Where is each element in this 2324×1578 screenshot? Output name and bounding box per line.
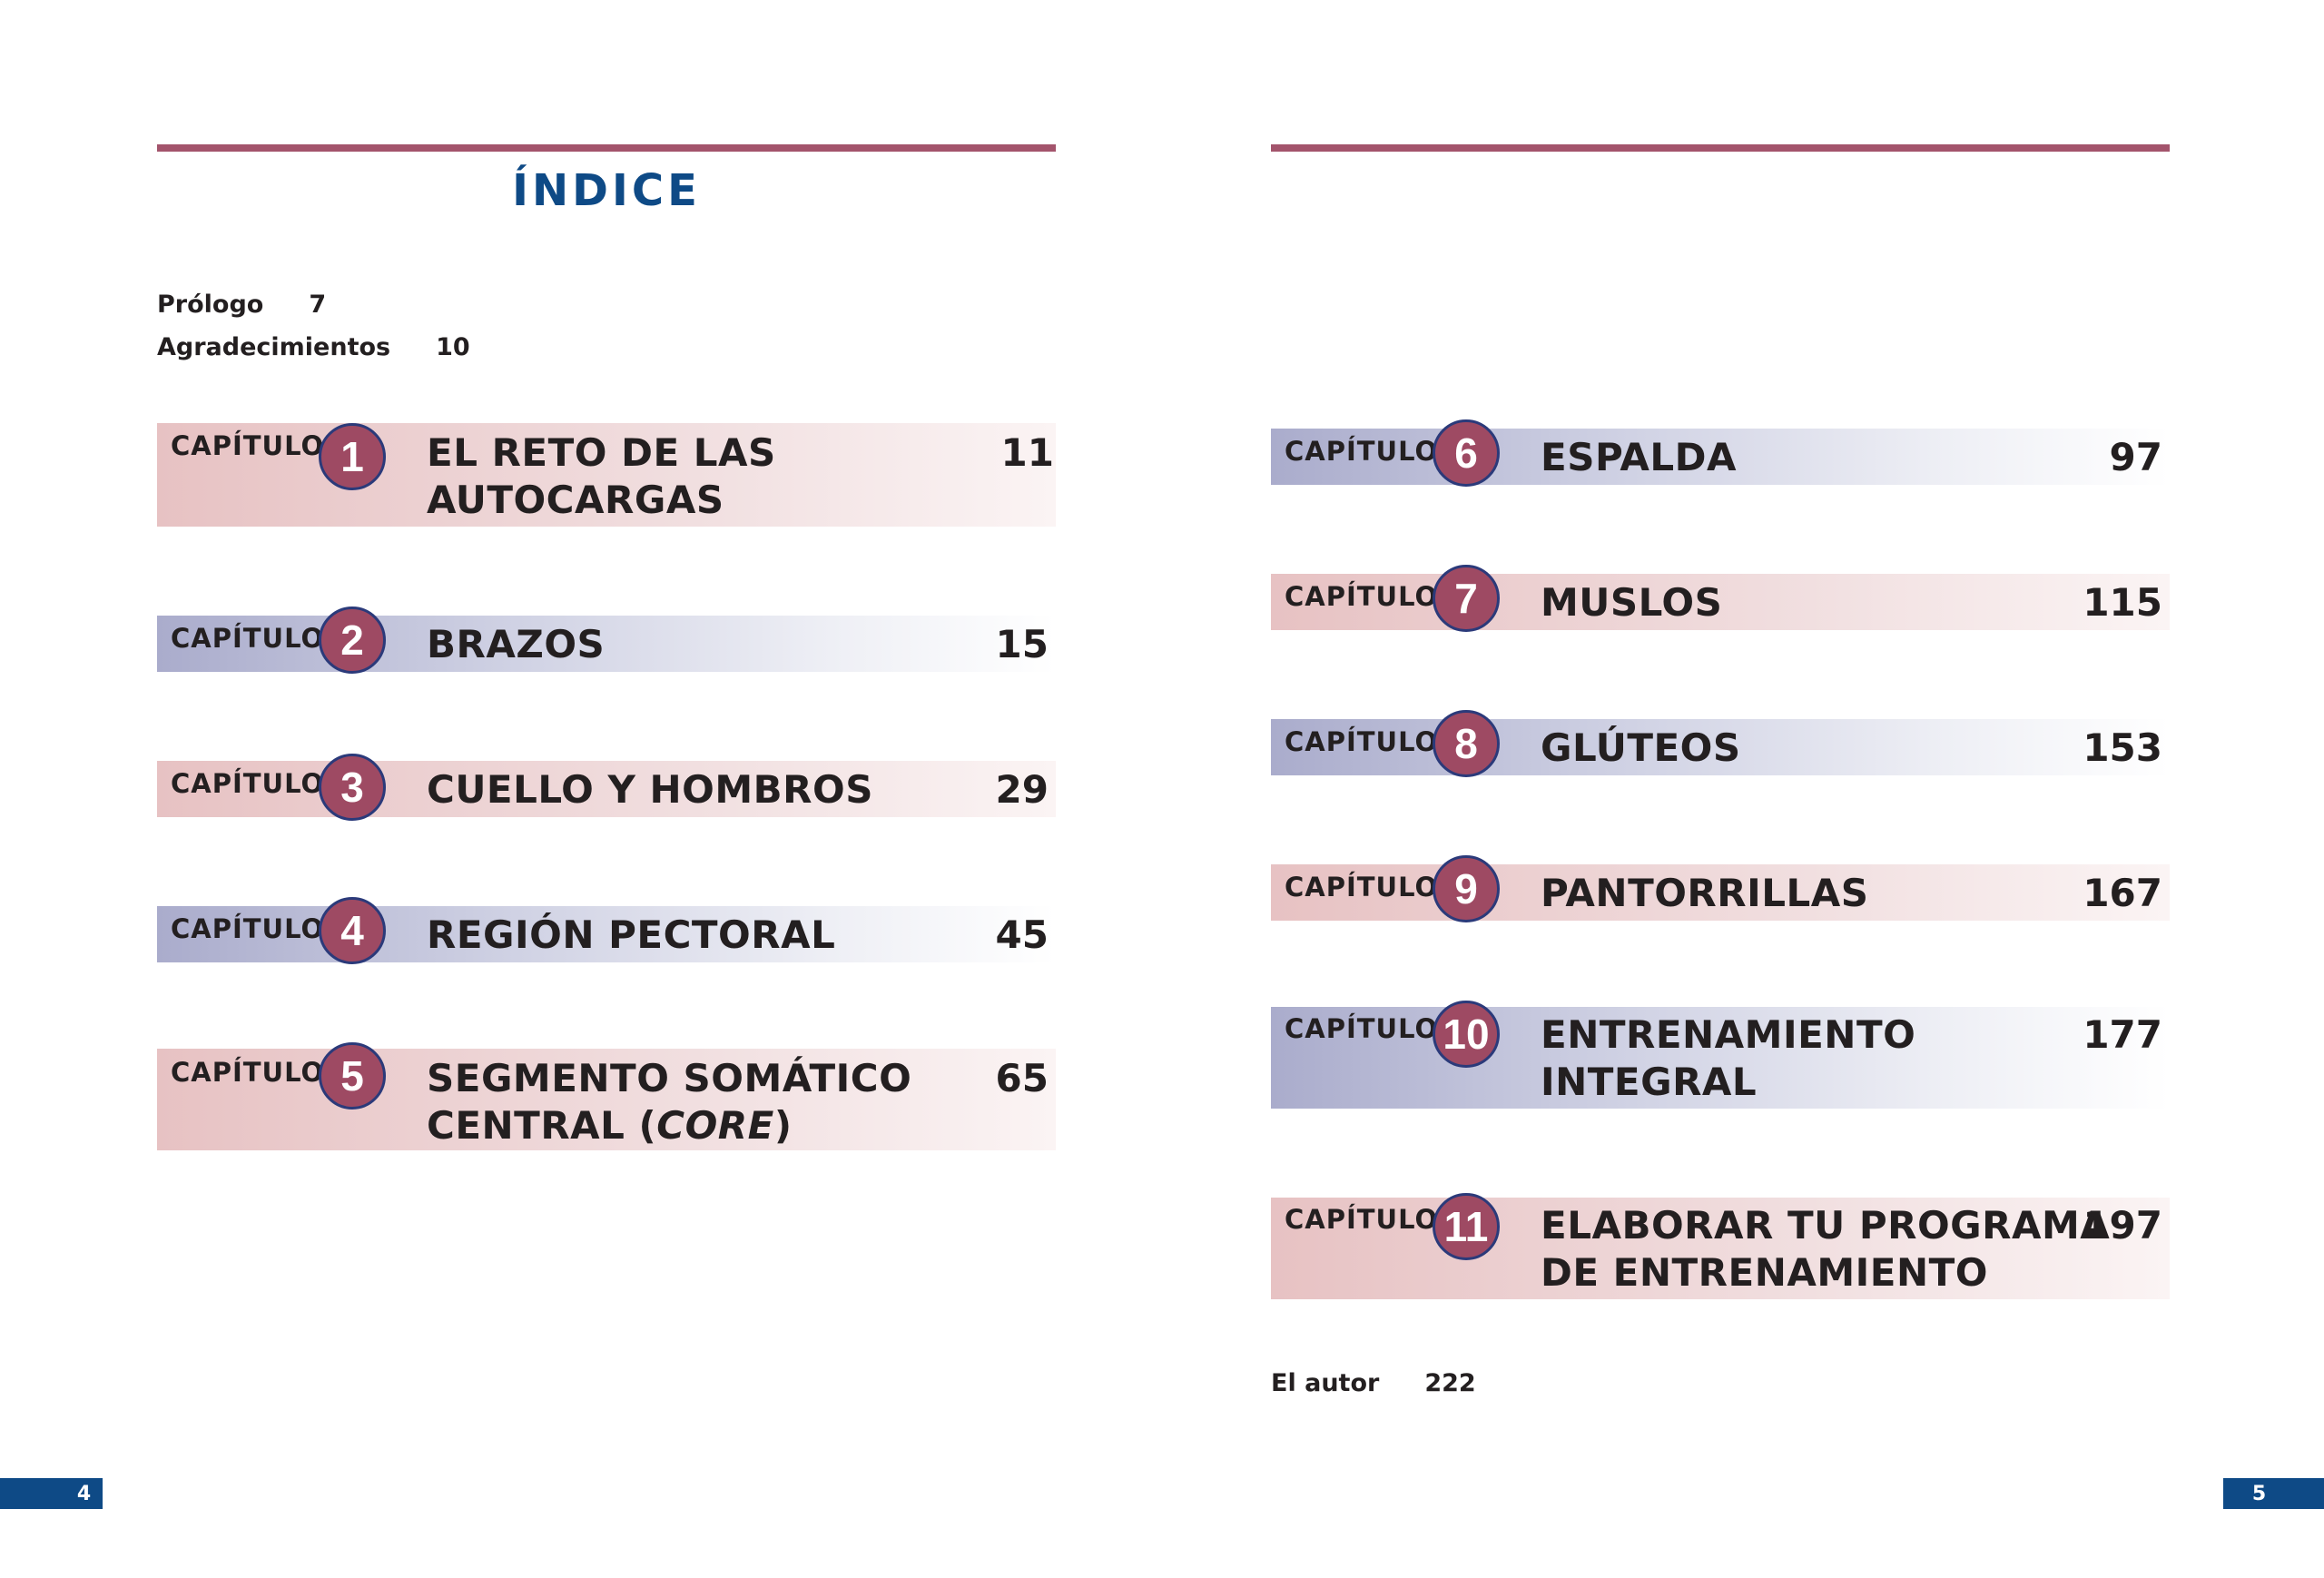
chapter-band	[1271, 1007, 2170, 1109]
chapter-band	[157, 1049, 1056, 1150]
chapter-label: CAPÍTULO	[1285, 1204, 1439, 1235]
page-number-right: 5	[2223, 1478, 2324, 1509]
chapter-band	[157, 906, 1056, 962]
chapter-entry-4[interactable]: CAPÍTULO 4 REGIÓN PECTORAL 45	[157, 897, 1056, 970]
chapter-entry-2[interactable]: CAPÍTULO 2 BRAZOS 15	[157, 607, 1056, 679]
front-matter-label: Agradecimientos	[157, 333, 391, 361]
page-number-text: 5	[2251, 1482, 2267, 1505]
front-matter-item: Prólogo 7	[157, 291, 326, 319]
chapter-number-badge: 4	[319, 897, 386, 964]
chapter-page: 29	[995, 767, 1049, 812]
chapter-page: 11	[1000, 430, 1054, 475]
page-number-text: 4	[76, 1482, 92, 1505]
page-title: ÍNDICE	[512, 165, 701, 216]
chapter-label: CAPÍTULO	[171, 623, 325, 654]
chapter-band	[157, 616, 1056, 672]
front-matter-page: 10	[436, 333, 470, 361]
chapter-page: 153	[2083, 725, 2162, 770]
chapter-number-badge: 8	[1433, 710, 1500, 777]
front-matter-label: Prólogo	[157, 291, 264, 319]
chapter-label: CAPÍTULO	[1285, 436, 1439, 467]
chapter-band	[1271, 574, 2170, 630]
chapter-band	[1271, 429, 2170, 485]
chapter-band	[157, 423, 1056, 527]
chapter-page: 115	[2083, 580, 2162, 625]
chapter-title: ELABORAR TU PROGRAMA DE ENTRENAMIENTO	[1541, 1203, 2111, 1295]
chapter-title: EL RETO DE LAS AUTOCARGAS	[427, 430, 776, 522]
chapter-entry-7[interactable]: CAPÍTULO 7 MUSLOS 115	[1271, 565, 2170, 637]
chapter-number-badge: 11	[1433, 1193, 1500, 1260]
top-rule	[1271, 144, 2170, 152]
chapter-entry-6[interactable]: CAPÍTULO 6 ESPALDA 97	[1271, 419, 2170, 492]
chapter-band	[1271, 864, 2170, 921]
chapter-title: SEGMENTO SOMÁTICO CENTRAL (CORE)	[427, 1056, 912, 1148]
chapter-page: 177	[2083, 1012, 2162, 1057]
chapter-title: REGIÓN PECTORAL	[427, 912, 836, 957]
chapter-number-badge: 3	[319, 754, 386, 821]
chapter-label: CAPÍTULO	[1285, 726, 1439, 757]
chapter-page: 97	[2109, 435, 2162, 479]
chapter-number-badge: 6	[1433, 419, 1500, 487]
chapter-entry-5[interactable]: CAPÍTULO 5 SEGMENTO SOMÁTICO CENTRAL (CO…	[157, 1042, 1056, 1151]
chapter-band	[1271, 1198, 2170, 1299]
chapter-title: ENTRENAMIENTO INTEGRAL	[1541, 1012, 1916, 1104]
chapter-band	[1271, 719, 2170, 775]
chapter-label: CAPÍTULO	[171, 430, 325, 461]
left-page: ÍNDICE Prólogo 7 Agradecimientos 10 CAPÍTU…	[0, 144, 1056, 1509]
chapter-label: CAPÍTULO	[1285, 1013, 1439, 1044]
chapter-title: BRAZOS	[427, 622, 606, 666]
chapter-page: 197	[2083, 1203, 2162, 1248]
right-page: CAPÍTULO 6 ESPALDA 97 CAPÍTULO 7 MUSLOS …	[1162, 0, 2324, 1578]
chapter-label: CAPÍTULO	[171, 768, 325, 799]
chapter-number-badge: 1	[319, 423, 386, 490]
chapter-title: CUELLO Y HOMBROS	[427, 767, 873, 812]
back-matter-item: El autor 222	[1271, 1369, 1476, 1397]
back-matter-page: 222	[1424, 1369, 1476, 1397]
chapter-entry-11[interactable]: CAPÍTULO 11 ELABORAR TU PROGRAMA DE ENTR…	[1271, 1189, 2170, 1302]
chapter-band	[157, 761, 1056, 817]
chapter-number-badge: 7	[1433, 565, 1500, 632]
chapter-page: 15	[995, 622, 1049, 666]
chapter-label: CAPÍTULO	[171, 1057, 325, 1088]
chapter-label: CAPÍTULO	[1285, 872, 1439, 902]
chapter-number-badge: 2	[319, 607, 386, 674]
back-matter-label: El autor	[1271, 1369, 1380, 1397]
chapter-number-badge: 5	[319, 1042, 386, 1110]
chapter-page: 167	[2083, 871, 2162, 915]
chapter-entry-1[interactable]: CAPÍTULO 1 EL RETO DE LAS AUTOCARGAS 11	[157, 423, 1056, 527]
chapter-entry-3[interactable]: CAPÍTULO 3 CUELLO Y HOMBROS 29	[157, 752, 1056, 824]
chapter-title: PANTORRILLAS	[1541, 871, 1869, 915]
chapter-label: CAPÍTULO	[171, 913, 325, 944]
chapter-title: ESPALDA	[1541, 435, 1738, 479]
top-rule	[157, 144, 1056, 152]
front-matter-item: Agradecimientos 10	[157, 333, 470, 361]
chapter-title: MUSLOS	[1541, 580, 1723, 625]
chapter-page: 45	[995, 912, 1049, 957]
chapter-number-badge: 9	[1433, 855, 1500, 922]
chapter-label: CAPÍTULO	[1285, 581, 1439, 612]
chapter-entry-8[interactable]: CAPÍTULO 8 GLÚTEOS 153	[1271, 710, 2170, 783]
chapter-entry-9[interactable]: CAPÍTULO 9 PANTORRILLAS 167	[1271, 855, 2170, 928]
chapter-page: 65	[995, 1056, 1049, 1100]
chapter-title: GLÚTEOS	[1541, 725, 1741, 770]
front-matter-page: 7	[309, 291, 327, 319]
page-number-left: 4	[0, 1478, 103, 1509]
chapter-number-badge: 10	[1433, 1001, 1500, 1068]
chapter-entry-10[interactable]: CAPÍTULO 10 ENTRENAMIENTO INTEGRAL 177	[1271, 999, 2170, 1111]
